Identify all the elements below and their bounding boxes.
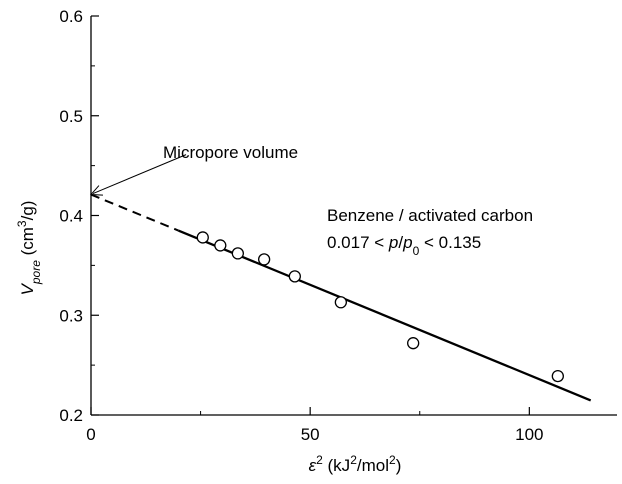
fit-line [178,229,592,402]
y-tick-label: 0.2 [59,406,83,425]
y-tick-label: 0.5 [59,107,83,126]
fit-line-layer [90,193,592,402]
micropore-arrow-head [89,185,104,196]
x-tick-label: 0 [86,425,95,444]
micropore-arrow [89,154,187,196]
micropore-label: Micropore volume [163,143,298,162]
system-label-line1: Benzene / activated carbon [327,206,533,225]
data-point [257,253,271,266]
data-point [288,270,301,283]
x-tick-label: 100 [515,425,543,444]
fit-line-extrapolated [90,193,180,232]
data-points [196,231,564,383]
y-tick-label: 0.6 [59,7,83,26]
x-axis-title: ε2 (kJ2/mol2) [309,453,402,475]
system-label-line2: 0.017 < p/p0 < 0.135 [327,233,481,258]
data-point [407,337,420,350]
y-tick-label: 0.4 [59,207,83,226]
x-tick-label: 50 [301,425,320,444]
micropore-arrow-shaft [92,154,187,195]
y-axis-title: Vpore (cm3/g) [15,201,43,296]
data-point [551,369,564,383]
axes: 0.2 0.3 0.4 0.5 0.6 0 50 100 [59,7,617,444]
data-point [334,296,348,309]
data-point [214,239,227,252]
data-point [231,247,244,260]
y-tick-label: 0.3 [59,306,83,325]
data-point [196,231,209,244]
